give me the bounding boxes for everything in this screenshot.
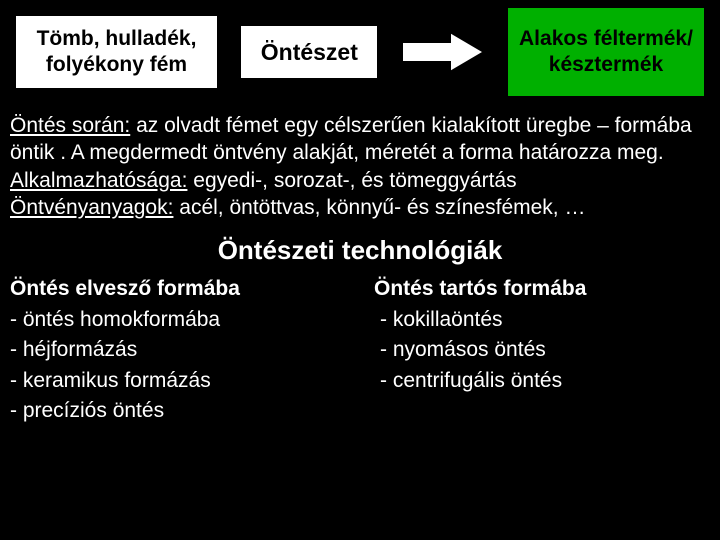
process-box: Öntészet <box>239 24 379 80</box>
list-item: - keramikus formázás <box>10 366 344 396</box>
col-right-head: Öntés tartós formába <box>374 274 708 304</box>
list-item: - precíziós öntés <box>10 396 344 426</box>
arrow-icon <box>400 30 486 74</box>
label-applicability: Alkalmazhatósága: <box>10 169 187 192</box>
label-casting: Öntés során: <box>10 114 130 137</box>
text-applicability: egyedi-, sorozat-, és tömeggyártás <box>187 169 516 192</box>
list-item: - centrifugális öntés <box>374 366 708 396</box>
list-item: - öntés homokformába <box>10 305 344 335</box>
top-row: Tömb, hulladék, folyékony fém Öntészet A… <box>0 0 720 98</box>
input-box: Tömb, hulladék, folyékony fém <box>14 14 219 90</box>
text-materials: acél, öntöttvas, könnyű- és színesfémek,… <box>173 196 585 219</box>
column-right: Öntés tartós formába - kokillaöntés - ny… <box>344 274 708 426</box>
body-paragraph: Öntés során: az olvadt fémet egy célszer… <box>0 98 720 221</box>
list-item: - nyomásos öntés <box>374 335 708 365</box>
list-item: - héjformázás <box>10 335 344 365</box>
columns: Öntés elvesző formába - öntés homokformá… <box>0 266 720 426</box>
column-left: Öntés elvesző formába - öntés homokformá… <box>10 274 344 426</box>
slide: Tömb, hulladék, folyékony fém Öntészet A… <box>0 0 720 540</box>
col-left-head: Öntés elvesző formába <box>10 274 344 304</box>
list-item: - kokillaöntés <box>374 305 708 335</box>
label-materials: Öntvényanyagok: <box>10 196 173 219</box>
output-box: Alakos féltermék/ késztermék <box>506 6 706 98</box>
section-title: Öntészeti technológiák <box>0 235 720 266</box>
